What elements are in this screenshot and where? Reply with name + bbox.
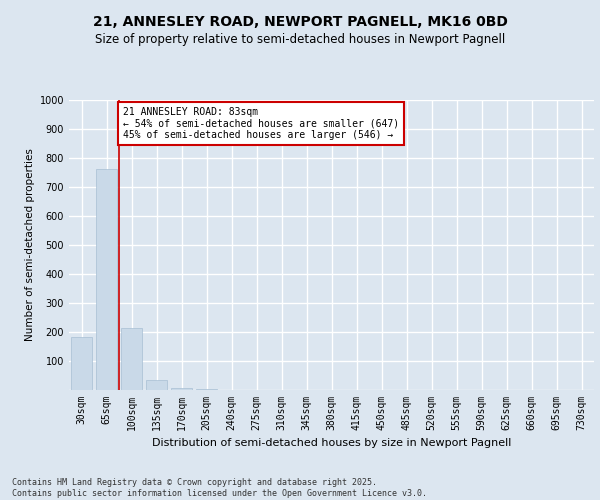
Bar	[71, 337, 92, 390]
Text: 21 ANNESLEY ROAD: 83sqm
← 54% of semi-detached houses are smaller (647)
45% of s: 21 ANNESLEY ROAD: 83sqm ← 54% of semi-de…	[123, 108, 399, 140]
Bar	[171, 388, 192, 390]
Text: 21, ANNESLEY ROAD, NEWPORT PAGNELL, MK16 0BD: 21, ANNESLEY ROAD, NEWPORT PAGNELL, MK16…	[92, 15, 508, 29]
Bar	[196, 389, 217, 390]
Bar	[146, 380, 167, 390]
Text: Size of property relative to semi-detached houses in Newport Pagnell: Size of property relative to semi-detach…	[95, 32, 505, 46]
Text: Contains HM Land Registry data © Crown copyright and database right 2025.
Contai: Contains HM Land Registry data © Crown c…	[12, 478, 427, 498]
Bar	[121, 328, 142, 390]
Bar	[96, 168, 117, 390]
X-axis label: Distribution of semi-detached houses by size in Newport Pagnell: Distribution of semi-detached houses by …	[152, 438, 511, 448]
Y-axis label: Number of semi-detached properties: Number of semi-detached properties	[25, 148, 35, 342]
